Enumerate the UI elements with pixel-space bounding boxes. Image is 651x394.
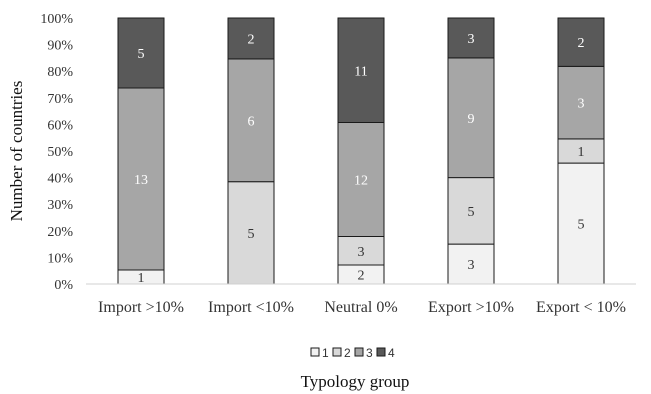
legend-swatch [354, 347, 364, 357]
legend-swatch [310, 347, 320, 357]
x-category-label: Export < 10% [536, 299, 626, 316]
y-axis-title: Number of countries [7, 81, 26, 222]
bar-data-label: 3 [578, 97, 585, 112]
bar-segment [557, 65, 605, 140]
bar-data-label: 5 [248, 227, 255, 242]
y-tick-label: 60% [47, 118, 73, 133]
legend-label: 4 [388, 346, 395, 360]
bar-data-label: 3 [468, 32, 475, 47]
x-axis-title: Typology group [301, 372, 410, 391]
bar-segment [337, 17, 385, 123]
bar-data-label: 2 [578, 36, 585, 51]
bar-segment [117, 87, 165, 271]
bar-segment [337, 236, 385, 266]
y-tick-label: 10% [47, 251, 73, 266]
legend-label: 3 [366, 346, 373, 360]
bar-data-label: 3 [468, 258, 475, 273]
bar-data-label: 12 [354, 174, 368, 189]
legend-label: 1 [322, 346, 329, 360]
bar-segment [447, 17, 495, 59]
x-category-label: Import <10% [208, 299, 294, 316]
bar-segment [337, 122, 385, 237]
bar-segment [117, 17, 165, 89]
x-category-label: Neutral 0% [324, 299, 397, 316]
bar-segment [227, 181, 275, 285]
y-tick-label: 30% [47, 198, 73, 213]
bar-data-label: 6 [248, 114, 255, 129]
bar-data-label: 9 [468, 112, 475, 127]
bar-segment [447, 57, 495, 179]
bar-segment [557, 17, 605, 67]
bar-segment [557, 138, 605, 164]
y-axis-ticks: 0% 10% 20% 30% 40% 50% 60% 70% 80% 90% 100% [40, 12, 73, 293]
bar-segment [447, 177, 495, 245]
y-tick-label: 100% [40, 12, 73, 27]
bar-segment [557, 162, 605, 285]
bar-data-label: 5 [578, 218, 585, 233]
bar-data-label: 1 [578, 145, 585, 160]
bar-data-label: 5 [468, 205, 475, 220]
y-tick-label: 70% [47, 92, 73, 107]
y-tick-label: 0% [54, 278, 73, 293]
bar-data-label: 2 [358, 269, 365, 284]
legend-label: 2 [344, 346, 351, 360]
bar-data-label: 1 [138, 271, 145, 286]
y-tick-label: 40% [47, 172, 73, 187]
bar-data-label: 13 [134, 173, 148, 188]
legend: 1 2 3 4 [310, 346, 395, 360]
bar-data-label: 2 [248, 32, 255, 47]
x-category-label: Import >10% [98, 299, 184, 316]
legend-swatch [376, 347, 386, 357]
bar-segment [227, 17, 275, 60]
legend-swatch [332, 347, 342, 357]
y-tick-label: 80% [47, 65, 73, 80]
bar-data-label: 3 [358, 245, 365, 260]
y-tick-label: 50% [47, 145, 73, 160]
bar-data-label: 5 [138, 47, 145, 62]
x-axis-categories: Import >10% Import <10% Neutral 0% Export >… [98, 299, 626, 316]
y-tick-label: 20% [47, 225, 73, 240]
x-category-label: Export >10% [428, 299, 514, 316]
y-tick-label: 90% [47, 39, 73, 54]
bar-data-label: 11 [354, 64, 367, 79]
